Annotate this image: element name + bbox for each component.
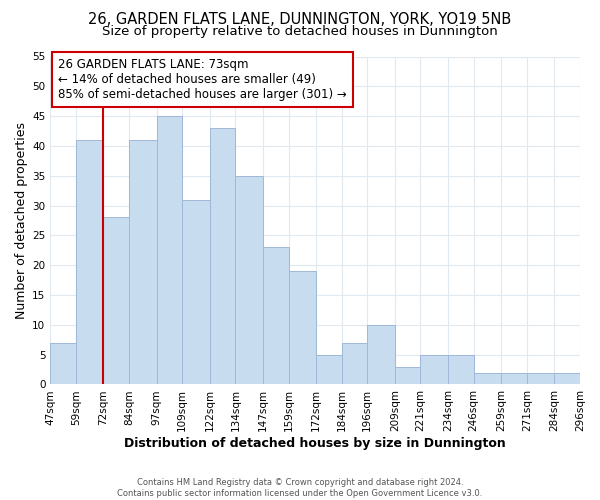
Bar [263, 248, 289, 384]
Bar [50, 342, 76, 384]
Bar [395, 366, 421, 384]
Bar [289, 271, 316, 384]
Bar [554, 372, 580, 384]
Bar [103, 218, 129, 384]
Bar [76, 140, 103, 384]
Bar [342, 342, 367, 384]
Y-axis label: Number of detached properties: Number of detached properties [15, 122, 28, 319]
Text: 26, GARDEN FLATS LANE, DUNNINGTON, YORK, YO19 5NB: 26, GARDEN FLATS LANE, DUNNINGTON, YORK,… [88, 12, 512, 28]
Bar [129, 140, 157, 384]
Bar [182, 200, 210, 384]
Bar [448, 354, 473, 384]
Bar [473, 372, 501, 384]
Text: 26 GARDEN FLATS LANE: 73sqm
← 14% of detached houses are smaller (49)
85% of sem: 26 GARDEN FLATS LANE: 73sqm ← 14% of det… [58, 58, 347, 101]
Bar [367, 325, 395, 384]
Text: Contains HM Land Registry data © Crown copyright and database right 2024.
Contai: Contains HM Land Registry data © Crown c… [118, 478, 482, 498]
Bar [210, 128, 235, 384]
Text: Size of property relative to detached houses in Dunnington: Size of property relative to detached ho… [102, 25, 498, 38]
Bar [157, 116, 182, 384]
Bar [527, 372, 554, 384]
Bar [501, 372, 527, 384]
Bar [421, 354, 448, 384]
Bar [316, 354, 342, 384]
Bar [235, 176, 263, 384]
X-axis label: Distribution of detached houses by size in Dunnington: Distribution of detached houses by size … [124, 437, 506, 450]
